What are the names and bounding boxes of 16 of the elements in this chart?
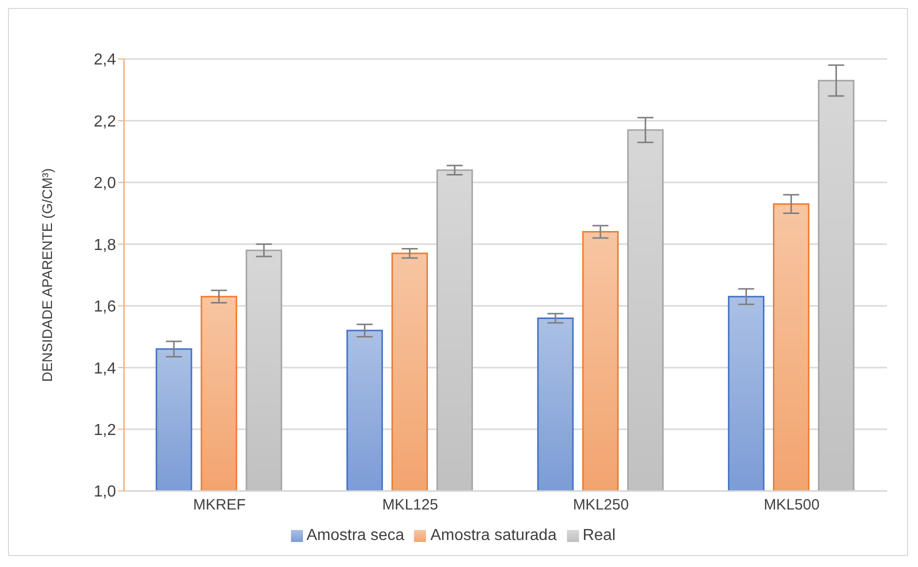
y-axis-title: DENSIDADE APARENTE (G/CM³) <box>38 168 55 382</box>
legend-label: Amostra saturada <box>430 527 557 544</box>
y-tick-label: 1,0 <box>94 484 116 501</box>
y-tick-label: 2,4 <box>94 52 116 69</box>
y-tick-label: 2,0 <box>94 175 116 192</box>
legend-label: Amostra seca <box>306 527 404 544</box>
y-tick-label: 1,8 <box>94 236 116 254</box>
x-tick-label: MKL125 <box>382 496 438 514</box>
y-tick-label: 1,6 <box>94 298 116 316</box>
legend-label: Real <box>582 527 616 544</box>
x-tick-label: MKREF <box>193 496 246 514</box>
x-tick-label: MKL500 <box>764 496 820 514</box>
y-tick-label: 2,2 <box>94 113 116 130</box>
y-tick-label: 1,4 <box>94 360 116 378</box>
x-tick-label: MKL250 <box>572 496 629 514</box>
y-tick-label: 1,2 <box>94 422 116 439</box>
